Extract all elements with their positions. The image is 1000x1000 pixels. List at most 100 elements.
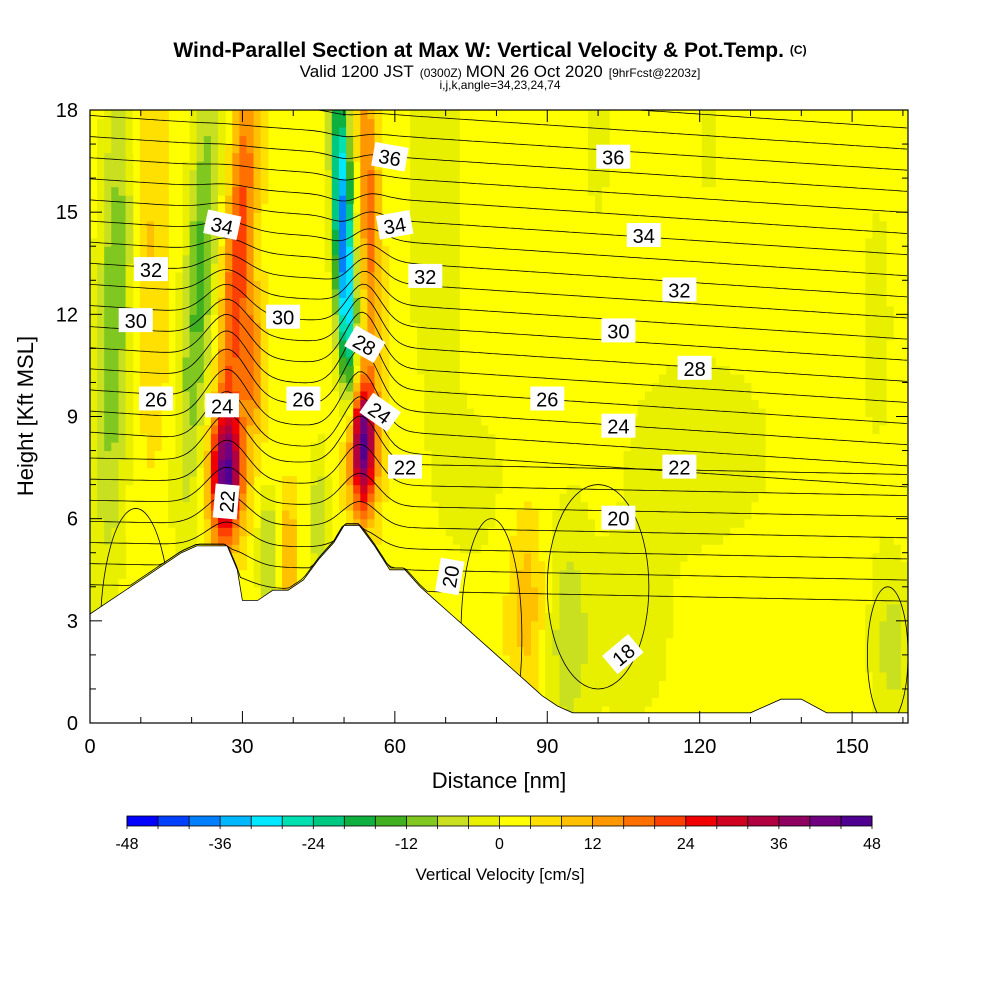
velocity-cell: [210, 356, 219, 366]
velocity-cell: [872, 433, 881, 443]
velocity-cell: [125, 348, 134, 358]
velocity-cell: [353, 356, 361, 366]
velocity-cell: [879, 288, 888, 298]
velocity-cell: [431, 169, 440, 179]
velocity-cell: [253, 169, 262, 179]
velocity-cell: [346, 246, 354, 256]
velocity-cell: [339, 229, 347, 239]
velocity-cell: [459, 373, 468, 383]
velocity-cell: [189, 203, 198, 213]
velocity-cell: [125, 501, 134, 511]
velocity-cell: [723, 408, 731, 418]
velocity-cell: [751, 535, 760, 545]
velocity-cell: [865, 706, 873, 716]
velocity-cell: [872, 501, 881, 511]
velocity-cell: [225, 476, 233, 486]
velocity-cell: [715, 569, 724, 579]
velocity-cell: [104, 501, 112, 511]
velocity-cell: [730, 356, 738, 366]
velocity-cell: [467, 391, 475, 401]
velocity-cell: [637, 450, 646, 460]
velocity-cell: [97, 254, 105, 264]
velocity-cell: [246, 161, 255, 171]
velocity-cell: [225, 195, 233, 205]
velocity-cell: [673, 569, 681, 579]
velocity-cell: [374, 484, 383, 494]
velocity-cell: [253, 144, 262, 154]
velocity-cell: [239, 501, 248, 511]
velocity-cell: [623, 408, 632, 418]
velocity-cell: [146, 212, 155, 222]
theta-contour: [90, 311, 908, 403]
velocity-cell: [417, 484, 425, 494]
velocity-cell: [438, 263, 447, 273]
velocity-cell: [495, 433, 504, 443]
velocity-cell: [196, 118, 205, 128]
velocity-cell: [360, 263, 368, 273]
velocity-cell: [701, 135, 710, 145]
velocity-cell: [609, 561, 617, 571]
velocity-cell: [644, 425, 653, 435]
velocity-cell: [879, 671, 888, 681]
velocity-cell: [196, 135, 205, 145]
velocity-cell: [623, 544, 632, 554]
velocity-cell: [132, 118, 141, 128]
velocity-cell: [872, 373, 881, 383]
velocity-cell: [438, 510, 447, 520]
velocity-cell: [445, 110, 454, 120]
velocity-cell: [602, 629, 610, 639]
velocity-cell: [708, 212, 717, 222]
velocity-cell: [459, 416, 468, 426]
velocity-cell: [893, 527, 902, 537]
velocity-cell: [196, 450, 205, 460]
velocity-cell: [146, 118, 155, 128]
velocity-cell: [616, 561, 625, 571]
velocity-cell: [659, 688, 667, 698]
velocity-cell: [260, 280, 269, 290]
velocity-cell: [196, 476, 205, 486]
velocity-cell: [666, 603, 674, 613]
velocity-cell: [339, 212, 347, 222]
velocity-cell: [424, 297, 432, 307]
velocity-cell: [168, 544, 176, 554]
velocity-cell: [495, 408, 504, 418]
velocity-cell: [545, 595, 553, 605]
velocity-cell: [154, 297, 162, 307]
velocity-cell: [346, 425, 354, 435]
velocity-cell: [765, 382, 774, 392]
velocity-cell: [438, 493, 447, 503]
velocity-cell: [374, 110, 383, 120]
velocity-cell: [239, 144, 248, 154]
velocity-cell: [175, 476, 184, 486]
velocity-cell: [282, 552, 290, 562]
velocity-cell: [872, 603, 881, 613]
velocity-cell: [260, 186, 269, 196]
velocity-cell: [580, 706, 589, 716]
velocity-cell: [111, 569, 119, 579]
velocity-cell: [125, 161, 134, 171]
velocity-cell: [225, 161, 233, 171]
velocity-cell: [865, 212, 873, 222]
velocity-cell: [225, 518, 233, 528]
velocity-cell: [260, 348, 269, 358]
velocity-cell: [879, 459, 888, 469]
velocity-cell: [431, 518, 440, 528]
velocity-cell: [317, 450, 326, 460]
velocity-cell: [580, 629, 589, 639]
velocity-cell: [196, 271, 205, 281]
velocity-cell: [758, 433, 767, 443]
velocity-cell: [865, 339, 873, 349]
velocity-cell: [886, 169, 895, 179]
velocity-cell: [708, 365, 717, 375]
velocity-cell: [595, 493, 603, 503]
velocity-cell: [587, 646, 596, 656]
velocity-cell: [111, 578, 119, 588]
velocity-cell: [403, 271, 411, 281]
velocity-cell: [303, 510, 312, 520]
velocity-cell: [203, 135, 212, 145]
velocity-cell: [559, 620, 568, 630]
velocity-cell: [708, 110, 717, 120]
velocity-cell: [182, 237, 191, 247]
velocity-cell: [851, 373, 859, 383]
velocity-cell: [111, 288, 119, 298]
